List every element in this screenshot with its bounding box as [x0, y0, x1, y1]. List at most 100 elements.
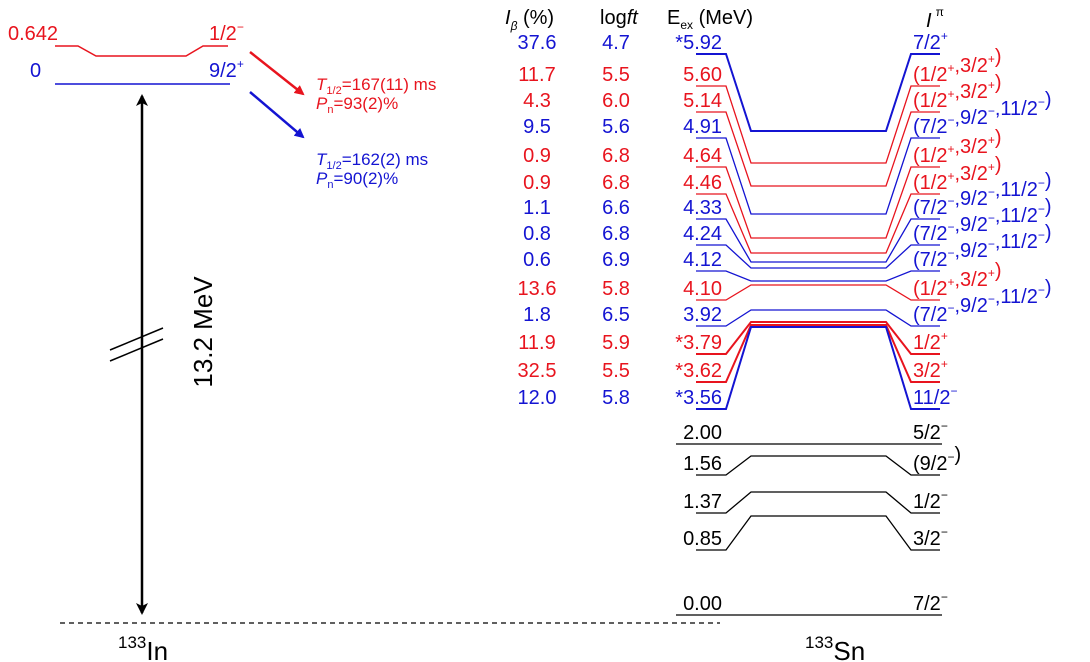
level-line: [696, 53, 940, 132]
level-logft: 5.8: [602, 387, 630, 409]
level-energy: *5.92: [675, 32, 722, 54]
level-spin-parity: (7/2−,9/2−,11/2−): [913, 170, 1052, 219]
level-energy: 4.10: [683, 278, 722, 300]
ground-pn: Pn=90(2)%: [316, 169, 398, 191]
level-spin-parity: (1/2+,3/2+): [913, 154, 1002, 194]
level-line: [696, 491, 940, 514]
level-row: 0.6 6.9 4.12 (7/2−,9/2−,11/2−): [523, 222, 1052, 282]
parent-ground-spin: 9/2+: [209, 57, 244, 82]
level-logft: 4.7: [602, 32, 630, 54]
level-spin-parity: 7/2+: [913, 29, 948, 54]
level-logft: 5.6: [602, 116, 630, 138]
level-spin-parity: 7/2−: [913, 590, 948, 615]
level-energy: *3.79: [675, 332, 722, 354]
level-line: [696, 111, 940, 187]
level-spin-parity: (1/2+,3/2+): [913, 72, 1002, 112]
level-row: 11.9 5.9 *3.79 1/2+: [518, 321, 948, 355]
ground-decay-arrow: [249, 91, 305, 139]
level-spin-parity: 11/2−: [913, 384, 957, 409]
level-energy: 2.00: [683, 422, 722, 444]
ground-decay-info: T1/2=162(2) ms Pn=90(2)%: [316, 150, 428, 191]
isomer-halflife: T1/2=167(11) ms: [316, 75, 436, 97]
level-line: [696, 309, 940, 327]
level-energy: 4.33: [683, 197, 722, 219]
level-ib: 11.7: [518, 64, 555, 86]
level-spin-parity: (7/2−,9/2−,11/2−): [913, 89, 1052, 138]
header-eex: Eex (MeV): [667, 7, 753, 32]
header-ib: Iβ (%): [505, 7, 554, 33]
level-line: [696, 515, 940, 551]
level-row: 4.3 6.0 5.14 (1/2+,3/2+): [523, 72, 1002, 187]
level-spin-parity: (1/2+,3/2+): [913, 260, 1002, 300]
level-line: [696, 137, 940, 215]
level-line: [696, 284, 940, 301]
level-ib: 0.9: [523, 145, 551, 167]
level-ib: 0.8: [523, 223, 551, 245]
level-energy: 1.37: [683, 491, 722, 513]
level-ib: 37.6: [518, 32, 557, 54]
level-logft: 6.9: [602, 249, 630, 271]
level-row: 1.8 6.5 3.92 (7/2−,9/2−,11/2−): [523, 277, 1052, 327]
level-row: 1.56 (9/2−): [683, 444, 961, 476]
level-line: [696, 193, 940, 254]
level-logft: 6.0: [602, 90, 630, 112]
level-spin-parity: (7/2−,9/2−,11/2−): [913, 222, 1052, 271]
level-spin-parity: 1/2+: [913, 329, 948, 354]
level-logft: 6.8: [602, 223, 630, 245]
level-ib: 32.5: [518, 360, 557, 382]
level-line: [696, 166, 940, 239]
level-row: 13.6 5.8 4.10 (1/2+,3/2+): [518, 260, 1002, 301]
level-row: 32.5 5.5 *3.62 3/2+: [518, 324, 948, 383]
level-spin-parity: 3/2−: [913, 525, 948, 550]
parent-isomer-level-line: [55, 45, 228, 57]
level-line: [696, 326, 940, 410]
level-row: 0.00 7/2−: [676, 590, 948, 616]
level-ib: 11.9: [518, 332, 555, 354]
level-energy: *3.62: [675, 360, 722, 382]
level-row: 11.7 5.5 5.60 (1/2+,3/2+): [518, 46, 1002, 164]
q-value-label: 13.2 MeV: [188, 276, 218, 388]
level-row: 37.6 4.7 *5.92 7/2+: [518, 29, 948, 132]
axis-break-marks: [109, 327, 164, 362]
level-ib: 13.6: [518, 278, 557, 300]
level-logft: 6.8: [602, 172, 630, 194]
isomer-decay-info: T1/2=167(11) ms Pn=93(2)%: [316, 75, 436, 116]
parent-ground-state: 0 9/2+: [30, 57, 244, 85]
level-energy: 4.64: [683, 145, 722, 167]
level-energy: 4.91: [683, 116, 722, 138]
level-line: [696, 324, 940, 383]
parent-isomer-state: 0.642 1/2−: [8, 20, 244, 57]
level-energy: 4.24: [683, 223, 722, 245]
level-row: 0.85 3/2−: [683, 515, 948, 551]
level-row: 12.0 5.8 *3.56 11/2−: [518, 326, 957, 410]
level-line: [696, 455, 940, 476]
level-spin-parity: (7/2−,9/2−,11/2−): [913, 196, 1052, 245]
daughter-nucleus-label: 133Sn: [805, 633, 865, 662]
level-logft: 6.8: [602, 145, 630, 167]
isomer-pn: Pn=93(2)%: [316, 94, 398, 116]
level-row: 1.37 1/2−: [683, 488, 948, 514]
level-spin-parity: (7/2−,9/2−,11/2−): [913, 277, 1052, 326]
level-ib: 9.5: [523, 116, 551, 138]
parent-ground-energy: 0: [30, 60, 41, 82]
level-logft: 5.5: [602, 360, 630, 382]
parent-nucleus-label: 133In: [118, 633, 168, 662]
level-energy: 4.46: [683, 172, 722, 194]
level-energy: 5.60: [683, 64, 722, 86]
isomer-decay-arrow: [249, 51, 305, 96]
level-spin-parity: (1/2+,3/2+): [913, 46, 1002, 86]
level-energy: 3.92: [683, 304, 722, 326]
daughter-levels: 37.6 4.7 *5.92 7/2+11.7 5.5 5.60 (1/2+,3/2+)4.…: [518, 29, 1052, 616]
parent-nucleus: 0.642 1/2− 0 9/2+ T1/2=167(11) ms Pn=93(…: [8, 20, 436, 662]
level-row: 0.8 6.8 4.24 (7/2−,9/2−,11/2−): [523, 196, 1052, 269]
level-energy: 0.85: [683, 528, 722, 550]
level-line: [696, 270, 940, 282]
level-logft: 6.6: [602, 197, 630, 219]
level-energy: 1.56: [683, 453, 722, 475]
level-ib: 1.1: [523, 197, 551, 219]
level-spin-parity: (9/2−): [913, 444, 961, 475]
level-logft: 6.5: [602, 304, 630, 326]
